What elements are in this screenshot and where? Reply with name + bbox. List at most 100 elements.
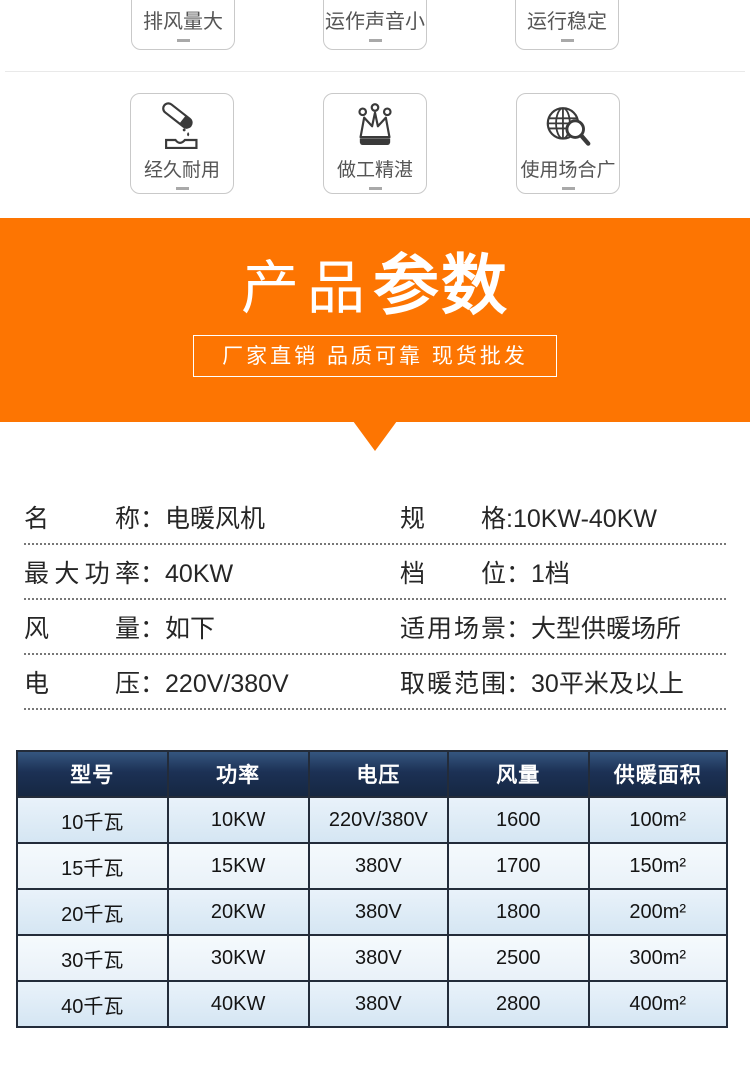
- spec-separator: ：: [506, 669, 532, 698]
- dash-divider: [176, 39, 190, 42]
- feature-card-wide-use: 使用场合广: [516, 93, 620, 194]
- feature-pill-stable: 运行稳定: [515, 0, 619, 50]
- cell-area: 100m²: [587, 796, 729, 844]
- spec-value: 如下: [165, 614, 216, 643]
- test-tube-pour-icon: [156, 101, 208, 153]
- spec-separator: ：: [140, 614, 166, 643]
- col-header-model: 型号: [16, 750, 169, 798]
- spec-row-voltage-range: 电压： 220V/380V 取暖范围： 30平米及以上: [24, 655, 726, 710]
- cell-airflow: 2500: [446, 934, 590, 982]
- feature-pill-quiet: 运作声音小: [323, 0, 427, 50]
- feature-pill-label: 排风量大: [143, 11, 223, 33]
- spec-label: 取暖范围: [400, 669, 506, 698]
- cell-area: 300m²: [587, 934, 729, 982]
- spec-label: 规格: [400, 504, 506, 533]
- spec-airflow: 风量：如下: [24, 609, 400, 645]
- cell-model: 10千瓦: [16, 796, 169, 844]
- cell-area: 200m²: [587, 888, 729, 936]
- cell-model: 15千瓦: [16, 842, 169, 890]
- spec-separator: ：: [506, 614, 532, 643]
- feature-pill-label: 运行稳定: [527, 11, 607, 33]
- feature-pill-row: 排风量大 运作声音小 运行稳定: [0, 0, 750, 50]
- spec-label: 档位: [400, 559, 506, 588]
- cell-voltage: 220V/380V: [307, 796, 449, 844]
- cell-airflow: 1700: [446, 842, 590, 890]
- cell-voltage: 380V: [307, 842, 449, 890]
- cell-model: 30千瓦: [16, 934, 169, 982]
- spec-label: 适用场景: [400, 614, 506, 643]
- spec-value: 大型供暖场所: [531, 614, 682, 643]
- feature-card-durable: 经久耐用: [130, 93, 234, 194]
- spec-heating-range: 取暖范围： 30平米及以上: [400, 664, 726, 700]
- spec-name: 名称：电暖风机: [24, 499, 400, 535]
- cell-area: 150m²: [587, 842, 729, 890]
- cell-power: 30KW: [166, 934, 310, 982]
- banner-title: 产品参数: [0, 218, 750, 318]
- cell-power: 20KW: [166, 888, 310, 936]
- banner-pointer-triangle: [353, 421, 397, 451]
- table-header-row: 型号 功率 电压 风量 供暖面积: [16, 750, 729, 798]
- feature-card-craftsmanship: 做工精湛: [323, 93, 427, 194]
- spec-scene: 适用场景：大型供暖场所: [400, 609, 726, 645]
- spec-value: 220V/380V: [165, 669, 289, 698]
- model-spec-table: 型号 功率 电压 风量 供暖面积 10千瓦 10KW 220V/380V 160…: [16, 750, 729, 1028]
- spec-label: 名称: [24, 504, 140, 533]
- cell-power: 15KW: [166, 842, 310, 890]
- table-row: 10千瓦 10KW 220V/380V 1600 100m²: [16, 796, 729, 844]
- dash-divider: [561, 187, 575, 190]
- cell-area: 400m²: [587, 980, 729, 1028]
- spec-separator: ：: [506, 559, 532, 588]
- feature-pill-airflow: 排风量大: [131, 0, 235, 50]
- spec-separator: ：: [140, 669, 166, 698]
- cell-voltage: 380V: [307, 980, 449, 1028]
- feature-card-row: 经久耐用 做工精湛 使用场合广: [0, 93, 750, 194]
- spec-separator: :: [506, 504, 513, 533]
- section-divider: [5, 71, 745, 72]
- spec-row-power-gear: 最大功率： 40KW 档位： 1档: [24, 545, 726, 600]
- banner-title-bold: 参数: [373, 248, 509, 322]
- cell-model: 40千瓦: [16, 980, 169, 1028]
- spec-label: 电压: [24, 669, 140, 698]
- table-row: 30千瓦 30KW 380V 2500 300m²: [16, 934, 729, 982]
- spec-value: 1档: [531, 559, 570, 588]
- feature-card-label: 使用场合广: [520, 160, 616, 181]
- spec-voltage: 电压： 220V/380V: [24, 664, 400, 700]
- cell-model: 20千瓦: [16, 888, 169, 936]
- cell-power: 40KW: [166, 980, 310, 1028]
- spec-max-power: 最大功率： 40KW: [24, 554, 400, 590]
- feature-card-label: 做工精湛: [336, 160, 413, 181]
- table-row: 40千瓦 40KW 380V 2800 400m²: [16, 980, 729, 1028]
- banner-title-regular: 产品: [240, 256, 373, 321]
- cell-airflow: 2800: [446, 980, 590, 1028]
- spec-label: 风量: [24, 614, 140, 643]
- col-header-area: 供暖面积: [587, 750, 729, 798]
- spec-row-airflow-scene: 风量：如下 适用场景：大型供暖场所: [24, 600, 726, 655]
- feature-card-label: 经久耐用: [143, 160, 220, 181]
- spec-label: 最大功率: [24, 559, 140, 588]
- spec-separator: ：: [140, 504, 166, 533]
- spec-list: 名称：电暖风机 规格:10KW-40KW 最大功率： 40KW 档位： 1档 风量：…: [24, 422, 726, 710]
- cell-airflow: 1800: [446, 888, 590, 936]
- spec-value: 10KW-40KW: [512, 504, 657, 533]
- spec-value: 30平米及以上: [531, 669, 684, 698]
- col-header-power: 功率: [166, 750, 310, 798]
- product-params-banner: 产品参数 厂家直销 品质可靠 现货批发: [0, 218, 750, 451]
- spec-row-name-size: 名称：电暖风机 规格:10KW-40KW: [24, 490, 726, 545]
- spec-value: 40KW: [165, 559, 234, 588]
- dash-divider: [368, 187, 382, 190]
- cell-airflow: 1600: [446, 796, 590, 844]
- col-header-voltage: 电压: [307, 750, 449, 798]
- globe-magnifier-icon: [542, 101, 594, 153]
- col-header-airflow: 风量: [446, 750, 590, 798]
- feature-pill-label: 运作声音小: [325, 11, 425, 33]
- dash-divider: [175, 187, 189, 190]
- dash-divider: [368, 39, 382, 42]
- spec-size: 规格:10KW-40KW: [400, 499, 726, 535]
- table-row: 20千瓦 20KW 380V 1800 200m²: [16, 888, 729, 936]
- cell-voltage: 380V: [307, 934, 449, 982]
- cell-power: 10KW: [166, 796, 310, 844]
- crown-icon: [349, 101, 401, 153]
- cell-voltage: 380V: [307, 888, 449, 936]
- spec-separator: ：: [140, 559, 166, 588]
- table-row: 15千瓦 15KW 380V 1700 150m²: [16, 842, 729, 890]
